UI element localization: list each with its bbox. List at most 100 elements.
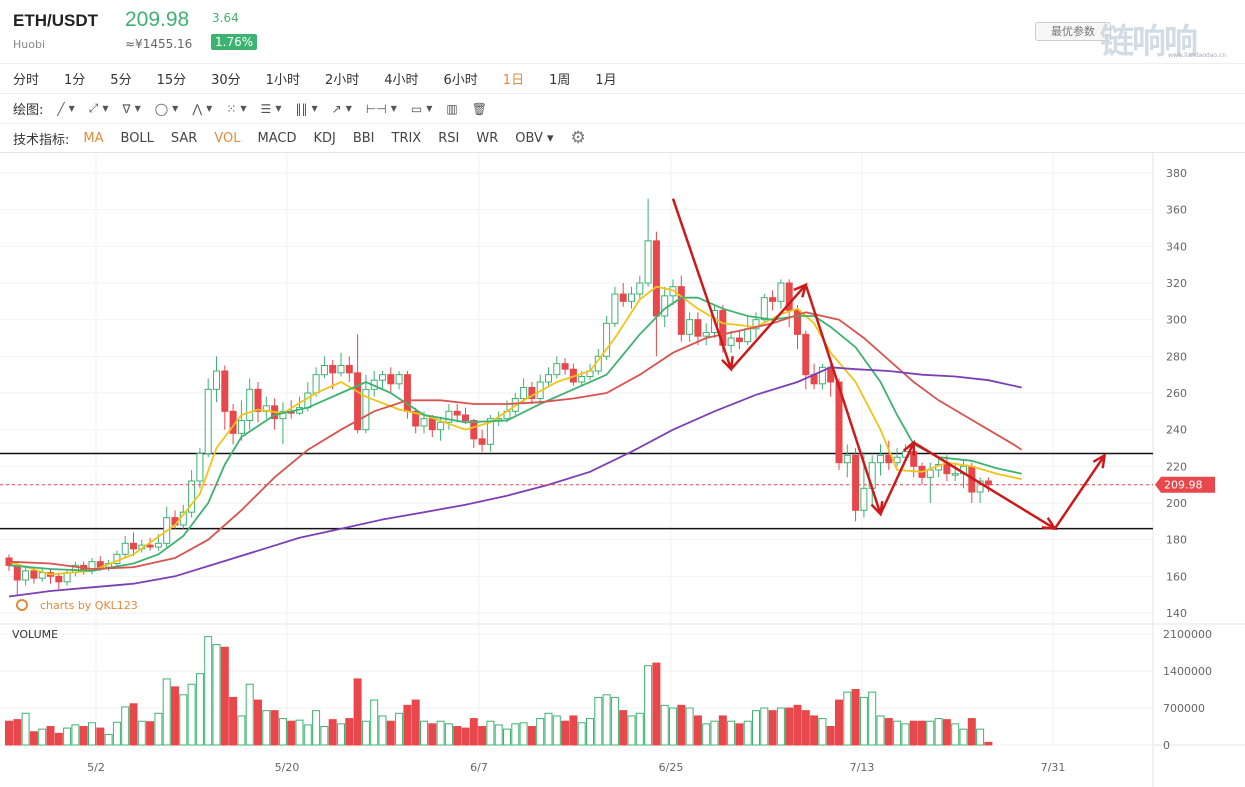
candle-body [453,410,461,416]
price-tick-label: 180 [1166,534,1187,547]
indicator-ma[interactable]: MA [83,130,104,146]
optimal-params-button[interactable]: 最优参数 [1035,22,1111,41]
timeframe-2[interactable]: 5分 [110,73,132,88]
volume-bar [420,720,428,746]
candle-body [561,363,569,370]
timeframe-6[interactable]: 2小时 [324,73,360,88]
chevron-down-icon: ▼ [311,104,318,113]
volume-bar [378,715,387,746]
volume-bar [370,699,379,746]
candle-body [213,370,220,390]
candle-body [843,454,851,464]
volume-bar [154,712,163,746]
volume-bar [411,699,420,746]
volume-bar [320,726,329,746]
indicator-kdj[interactable]: KDJ [313,130,336,146]
volume-bar [810,715,819,746]
volume-bar [868,691,877,746]
indicator-sar[interactable]: SAR [170,130,198,146]
volume-bar [635,712,644,746]
trash-icon[interactable]: 🗑 [471,101,487,116]
volume-bar [660,704,669,746]
volume-bar [278,718,287,746]
candle-body [362,388,370,431]
volume-bar [137,720,146,746]
indicator-bbi[interactable]: BBI [352,130,375,146]
volume-bar [934,718,943,746]
timeframe-0[interactable]: 分时 [13,73,40,88]
candle-body [528,387,536,399]
volume-bar [29,731,38,746]
volume-bar [461,727,470,746]
candle-body [55,575,63,583]
price-tick-label: 240 [1166,424,1187,437]
time-tick-label: 6/7 [470,761,488,774]
pattern-tool-icon[interactable]: ⁙ ▼ [226,101,247,116]
indicator-macd[interactable]: MACD [257,130,297,146]
indicator-boll[interactable]: BOLL [120,130,154,146]
volume-bar [984,741,993,746]
timeframe-9[interactable]: 1日 [502,73,525,88]
indicator-rsi[interactable]: RSI [438,130,460,146]
price-tick-label: 320 [1166,277,1187,290]
candle-style-icon[interactable]: ▥ [446,101,458,116]
fib-tool-icon[interactable]: ☰ ▼ [260,101,282,116]
candle-body [188,480,196,513]
indicator-vol[interactable]: VOL [214,130,241,146]
range-tool-icon[interactable]: ⊢⊣ ▼ [365,101,397,116]
timeframe-3[interactable]: 15分 [156,73,187,88]
timeframe-11[interactable]: 1月 [595,73,617,88]
drawing-toolbar: 绘图: ╱ ▼ ⤢ ▼ ∇ ▼ ◯ ▼ ⋀ ▼ ⁙ ▼ ☰ ▼ ‖‖ ▼ ↗ ▼ ⊢⊣ ▼ ▭ ▼ ▥ 🗑 [0,93,1245,123]
gear-icon[interactable]: ⚙ [570,128,586,148]
timeframe-7[interactable]: 4小时 [384,73,419,88]
trend-arrow-head [870,500,884,517]
chevron-down-icon: ▼ [275,104,282,113]
candle-body [619,293,627,302]
arrow-tool-icon[interactable]: ↗ ▼ [331,101,352,116]
timeframe-8[interactable]: 6小时 [443,73,478,88]
timeframe-5[interactable]: 1小时 [265,73,300,88]
segment-tool-icon[interactable]: ⤢ ▼ [88,101,109,115]
candle-body [603,322,611,357]
indicator-wr[interactable]: WR [476,130,499,146]
volume-bar [63,727,72,746]
ticker-header: ETH/USDT Huobi 209.98 ≈¥1455.16 3.64 1.7… [0,0,1245,62]
candle-body [204,388,212,454]
trend-arrow-head [721,356,734,372]
candle-body [470,420,478,440]
volume-bar [204,636,213,746]
volume-bar [851,689,860,746]
timeframe-10[interactable]: 1周 [549,73,571,88]
volume-bar [386,720,395,746]
candle-body [661,295,669,317]
ma20-line [8,311,1023,570]
volume-bar [652,662,661,746]
volume-bar [552,715,561,746]
channel-tool-icon[interactable]: ∇ ▼ [122,101,141,116]
timeframe-4[interactable]: 30分 [211,73,241,88]
volume-bar [287,720,296,746]
candle-body [636,282,644,295]
candle-body [652,240,660,317]
volume-bar [826,726,835,746]
circle-tool-icon[interactable]: ◯ ▼ [154,101,179,116]
volume-bar [46,726,55,746]
indicator-trix[interactable]: TRIX [391,130,422,146]
volume-bar [303,724,312,746]
timeframe-1[interactable]: 1分 [64,73,86,88]
volume-bar [685,707,694,746]
ma10-line [8,296,1022,572]
volume-bar [951,723,960,746]
price-chart[interactable]: 380 360 340 320 300 280 260 240 220 200 180 160 140 2… [0,153,1245,787]
volume-bar [254,699,262,746]
candle-body [794,310,801,335]
candle-body [860,487,868,511]
trend-arrow-line [913,441,1056,530]
volume-bar [295,719,304,746]
text-tool-icon[interactable]: ▭ ▼ [410,101,433,116]
indicator-obv[interactable]: OBV ▾ [515,130,554,146]
candle-body [30,570,38,579]
wave-tool-icon[interactable]: ⋀ ▼ [192,101,213,116]
gann-tool-icon[interactable]: ‖‖ ▼ [295,101,318,116]
line-tool-icon[interactable]: ╱ ▼ [57,101,75,116]
